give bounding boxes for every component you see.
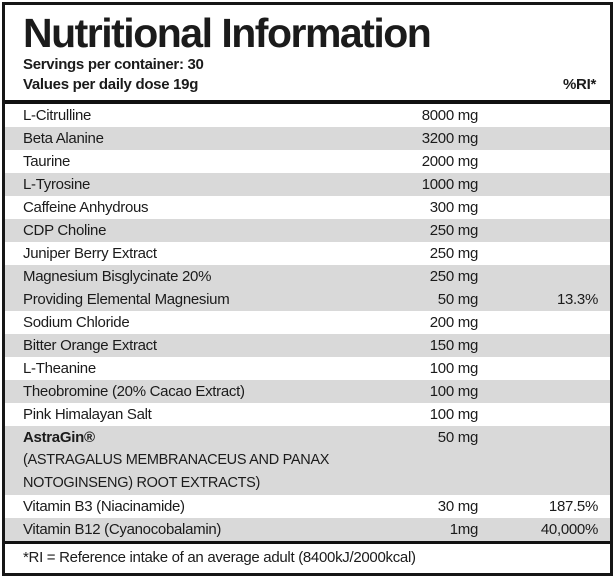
table-row: CDP Choline 250 mg bbox=[5, 219, 610, 242]
ingredient-name: Providing Elemental Magnesium bbox=[23, 291, 230, 308]
ingredient-name: Taurine bbox=[23, 153, 71, 170]
ingredient-amount: 50 mg bbox=[437, 291, 479, 308]
ingredient-entry: Sodium Chloride 200 mg bbox=[5, 311, 610, 334]
header-divider bbox=[5, 100, 610, 104]
ingredient-amount: 50 mg bbox=[437, 429, 479, 446]
table-row: L-Theanine 100 mg bbox=[5, 357, 610, 380]
ingredient-name: Sodium Chloride bbox=[23, 314, 130, 331]
table-row: Sodium Chloride 200 mg bbox=[5, 311, 610, 334]
ingredient-amount: 1mg bbox=[449, 521, 479, 538]
table-row: L-Citrulline 8000 mg bbox=[5, 104, 610, 127]
ingredient-name: Magnesium Bisglycinate 20% bbox=[23, 268, 212, 285]
ingredient-entry: CDP Choline 250 mg bbox=[5, 219, 610, 242]
ingredient-name: Vitamin B12 (Cyanocobalamin) bbox=[23, 521, 222, 538]
ingredients-table: L-Citrulline 8000 mg Beta Alanine 3200 mg Ta… bbox=[5, 104, 610, 541]
ingredient-name: L-Tyrosine bbox=[23, 176, 91, 193]
ri-column-header: %RI* bbox=[563, 76, 596, 93]
ingredient-amount: 300 mg bbox=[429, 199, 479, 216]
ingredient-amount: 2000 mg bbox=[421, 153, 479, 170]
footer-divider bbox=[5, 541, 610, 544]
table-row: Bitter Orange Extract 150 mg bbox=[5, 334, 610, 357]
ingredient-entry: Magnesium Bisglycinate 20% 250 mg bbox=[5, 265, 610, 288]
ingredient-entry: Bitter Orange Extract 150 mg bbox=[5, 334, 610, 357]
table-row: Providing Elemental Magnesium 50 mg 13.3% bbox=[5, 288, 610, 311]
ingredient-description-line: (ASTRAGALUS MEMBRANACEUS AND PANAX bbox=[23, 452, 330, 468]
table-row: Pink Himalayan Salt 100 mg bbox=[5, 403, 610, 426]
ingredient-entry: L-Citrulline 8000 mg bbox=[5, 104, 610, 127]
ingredient-entry: L-Tyrosine 1000 mg bbox=[5, 173, 610, 196]
ingredient-entry: Providing Elemental Magnesium 50 mg 13.3% bbox=[5, 288, 610, 311]
ingredient-amount: 250 mg bbox=[429, 222, 479, 239]
ingredient-name: Theobromine (20% Cacao Extract) bbox=[23, 383, 245, 400]
ingredient-entry: Juniper Berry Extract 250 mg bbox=[5, 242, 610, 265]
table-row: Caffeine Anhydrous 300 mg bbox=[5, 196, 610, 219]
reference-note: *RI = Reference intake of an average adu… bbox=[23, 549, 416, 566]
ingredient-amount: 150 mg bbox=[429, 337, 479, 354]
ingredient-amount: 250 mg bbox=[429, 268, 479, 285]
ingredient-name: AstraGin® bbox=[23, 429, 95, 446]
ingredient-ri-value: 40,000% bbox=[540, 521, 598, 538]
ingredient-amount: 100 mg bbox=[429, 383, 479, 400]
ingredient-entry: Vitamin B12 (Cyanocobalamin) 1mg 40,000% bbox=[5, 518, 610, 541]
table-row: Juniper Berry Extract 250 mg bbox=[5, 242, 610, 265]
ingredient-name: Juniper Berry Extract bbox=[23, 245, 157, 262]
values-line: Values per daily dose 19g %RI* bbox=[23, 75, 596, 95]
ingredient-amount: 30 mg bbox=[437, 498, 479, 515]
ingredient-entry: AstraGin® 50 mg (ASTRAGALUS MEMBRANACEUS A… bbox=[5, 426, 610, 495]
table-row: Taurine 2000 mg bbox=[5, 150, 610, 173]
values-text: Values per daily dose 19g bbox=[23, 76, 199, 93]
table-row: L-Tyrosine 1000 mg bbox=[5, 173, 610, 196]
ingredient-name: CDP Choline bbox=[23, 222, 107, 239]
ingredient-name: Bitter Orange Extract bbox=[23, 337, 157, 354]
table-row: AstraGin® 50 mg bbox=[5, 426, 610, 449]
ingredient-description-line: NOTOGINSENG) ROOT EXTRACTS) bbox=[23, 475, 261, 491]
table-row: Vitamin B12 (Cyanocobalamin) 1mg 40,000% bbox=[5, 518, 610, 541]
ingredient-amount: 100 mg bbox=[429, 360, 479, 377]
ingredient-name: Caffeine Anhydrous bbox=[23, 199, 149, 216]
ingredient-entry: Theobromine (20% Cacao Extract) 100 mg bbox=[5, 380, 610, 403]
table-row: Beta Alanine 3200 mg bbox=[5, 127, 610, 150]
table-row: Theobromine (20% Cacao Extract) 100 mg bbox=[5, 380, 610, 403]
ingredient-entry: Vitamin B3 (Niacinamide) 30 mg 187.5% bbox=[5, 495, 610, 518]
ingredient-amount: 200 mg bbox=[429, 314, 479, 331]
ingredient-entry: Caffeine Anhydrous 300 mg bbox=[5, 196, 610, 219]
ingredient-ri-value: 187.5% bbox=[548, 498, 598, 515]
ingredient-amount: 3200 mg bbox=[421, 130, 479, 147]
ingredient-entry: Beta Alanine 3200 mg bbox=[5, 127, 610, 150]
ingredient-ri-value: 13.3% bbox=[556, 291, 598, 308]
ingredient-name: Pink Himalayan Salt bbox=[23, 406, 152, 423]
ingredient-name: Beta Alanine bbox=[23, 130, 104, 147]
ingredient-amount: 8000 mg bbox=[421, 107, 479, 124]
ingredient-entry: Pink Himalayan Salt 100 mg bbox=[5, 403, 610, 426]
ingredient-name: L-Citrulline bbox=[23, 107, 92, 124]
ingredient-amount: 250 mg bbox=[429, 245, 479, 262]
servings-line: Servings per container: 30 bbox=[23, 55, 596, 75]
label-title: Nutritional Information bbox=[23, 10, 432, 56]
ingredient-amount: 100 mg bbox=[429, 406, 479, 423]
label-header: Nutritional Information Servings per con… bbox=[5, 5, 610, 95]
ingredient-entry: L-Theanine 100 mg bbox=[5, 357, 610, 380]
table-row: Magnesium Bisglycinate 20% 250 mg bbox=[5, 265, 610, 288]
table-row: Vitamin B3 (Niacinamide) 30 mg 187.5% bbox=[5, 495, 610, 518]
ingredient-name: L-Theanine bbox=[23, 360, 96, 377]
ingredient-amount: 1000 mg bbox=[421, 176, 479, 193]
ingredient-entry: Taurine 2000 mg bbox=[5, 150, 610, 173]
servings-text: Servings per container: 30 bbox=[23, 56, 204, 73]
ingredient-name: Vitamin B3 (Niacinamide) bbox=[23, 498, 185, 515]
